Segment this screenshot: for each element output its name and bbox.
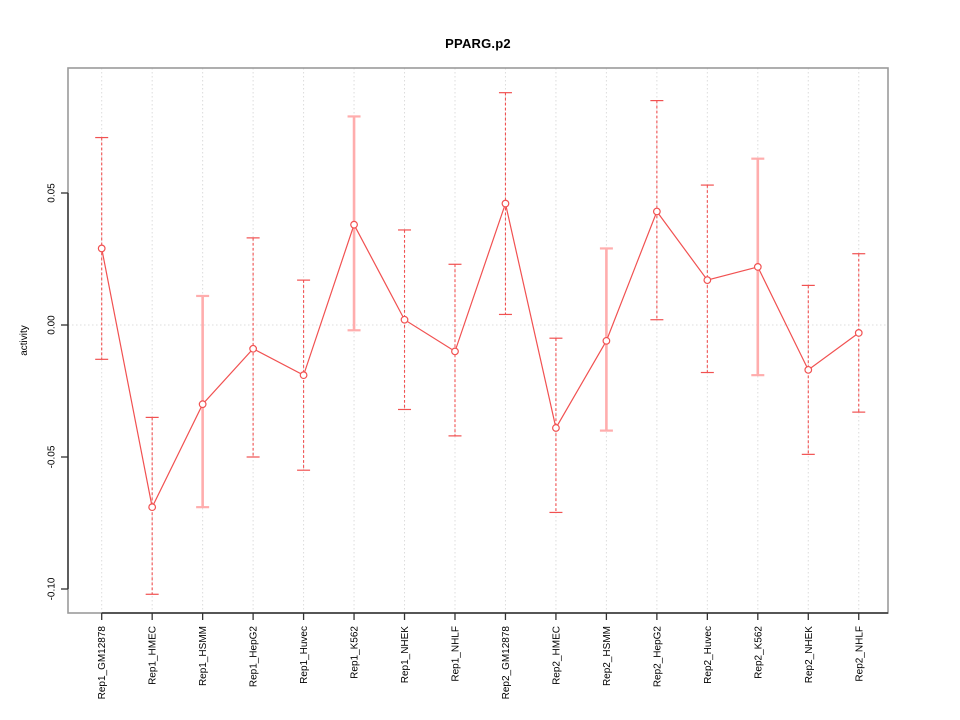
x-tick-label: Rep2_HepG2 — [652, 626, 663, 688]
data-point-marker — [400, 315, 409, 324]
data-point-marker — [249, 344, 258, 353]
x-tick-label: Rep2_NHEK — [804, 626, 815, 684]
x-tick-label: Rep2_K562 — [753, 626, 764, 679]
x-tick-label: Rep1_K562 — [350, 626, 361, 679]
x-tick-label: Rep1_HSMM — [198, 626, 209, 686]
series-line — [101, 201, 860, 510]
y-tick-label: 0.05 — [47, 183, 58, 203]
y-tick-label: -0.05 — [47, 445, 58, 468]
data-point-marker — [703, 276, 712, 285]
x-tick-label: Rep1_NHLF — [450, 626, 461, 682]
x-tick-label: Rep1_HMEC — [148, 626, 159, 685]
x-tick-label: Rep2_HMEC — [551, 626, 562, 685]
data-point-marker — [854, 329, 863, 337]
data-point-marker — [753, 263, 762, 271]
x-tick-label: Rep2_GM12878 — [501, 626, 512, 700]
y-tick-label: -0.10 — [47, 577, 58, 600]
data-point-marker — [97, 244, 106, 253]
data-point-marker — [299, 371, 308, 380]
data-point-marker — [804, 365, 813, 374]
x-tick-label: Rep1_HepG2 — [249, 626, 260, 688]
data-point-marker — [552, 424, 560, 432]
x-tick-label: Rep1_GM12878 — [97, 626, 108, 700]
data-point-marker — [451, 347, 459, 356]
x-tick-label: Rep1_Huvec — [299, 626, 310, 684]
chart-title: PPARG.p2 — [445, 36, 511, 51]
x-tick-label: Rep2_Huvec — [703, 626, 714, 684]
data-point-marker — [198, 400, 207, 409]
x-tick-label: Rep1_NHEK — [400, 626, 411, 684]
plot-box — [67, 67, 889, 614]
data-point-marker — [652, 207, 661, 216]
x-tick-label: Rep2_HSMM — [602, 626, 613, 686]
data-point-marker — [148, 503, 157, 512]
y-tick-label: 0.00 — [47, 315, 58, 335]
y-axis-title: activity — [19, 325, 30, 356]
data-point-marker — [350, 220, 358, 229]
x-tick-label: Rep2_NHLF — [854, 626, 865, 682]
data-point-marker — [501, 199, 510, 208]
data-point-marker — [602, 336, 611, 345]
